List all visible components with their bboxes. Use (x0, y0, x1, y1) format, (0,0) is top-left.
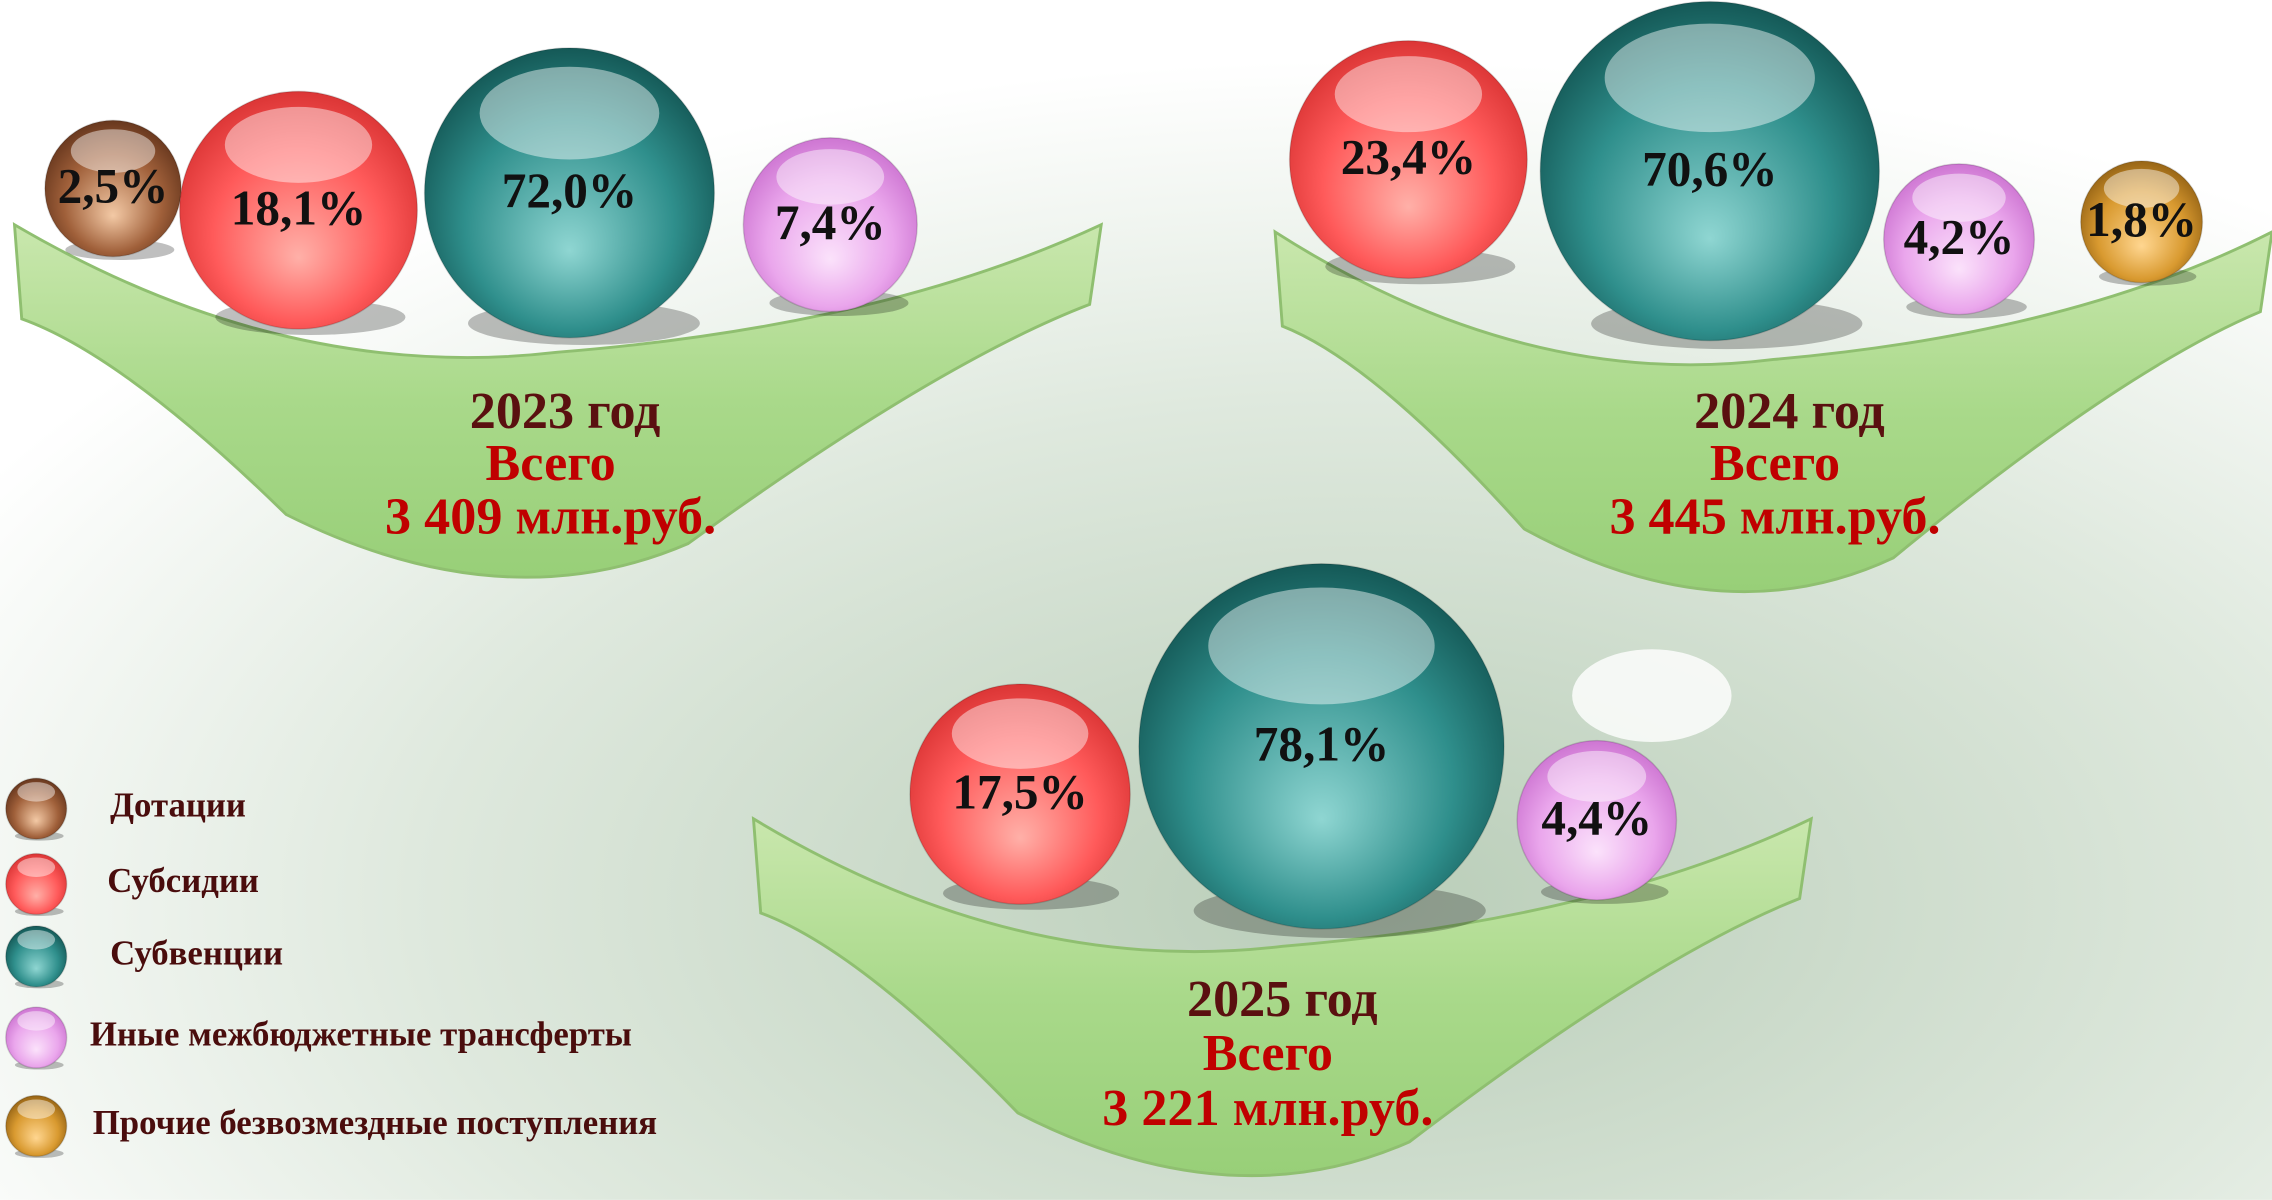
bubble-highlight (17, 1011, 55, 1030)
bubble-highlight (17, 858, 55, 877)
total: 3 221 млн.руб. (1102, 1080, 1433, 1137)
bubble-label: 18,1% (231, 180, 366, 235)
year: 2025 год (1187, 971, 1378, 1028)
bubble-highlight (1335, 56, 1482, 132)
total-caption: Всего (486, 435, 616, 492)
legend-label: Прочие безвозмездные поступления (93, 1103, 657, 1142)
infographic: 2,5%18,1%72,0%7,4%2023 годВсего3 409 млн… (0, 0, 2272, 1200)
year: 2024 год (1694, 383, 1885, 440)
bubble-highlight (225, 107, 372, 183)
bubble-highlight (17, 782, 55, 801)
bubble-label: 2,5% (58, 159, 169, 214)
total: 3 445 млн.руб. (1609, 489, 1940, 546)
bubble-highlight (480, 67, 660, 160)
total-caption: Всего (1203, 1025, 1333, 1082)
legend-label: Субвенции (110, 933, 283, 972)
bubble-label: 7,4% (775, 195, 886, 250)
total-caption: Всего (1710, 435, 1840, 492)
year: 2023 год (470, 383, 661, 440)
bubble-label: 4,4% (1541, 790, 1652, 845)
bubble-label: 70,6% (1642, 141, 1777, 196)
glare (1572, 649, 1731, 742)
bubble-highlight (17, 930, 55, 949)
bubble-highlight (17, 1100, 55, 1119)
total: 3 409 млн.руб. (385, 489, 716, 546)
legend-label: Дотации (110, 786, 246, 825)
bubble-highlight (1605, 24, 1815, 132)
bubble-label: 17,5% (952, 764, 1087, 819)
bubble-highlight (952, 698, 1089, 768)
bubble-label: 4,2% (1904, 209, 2015, 264)
bubble-highlight (1208, 588, 1434, 705)
bubble-label: 1,8% (2086, 192, 2197, 247)
bubble-label: 72,0% (502, 163, 637, 218)
legend-label: Субсидии (107, 861, 259, 900)
bubble-label: 78,1% (1254, 717, 1389, 772)
legend-label: Иные межбюджетные трансферты (90, 1015, 632, 1054)
bubble-label: 23,4% (1341, 130, 1476, 185)
